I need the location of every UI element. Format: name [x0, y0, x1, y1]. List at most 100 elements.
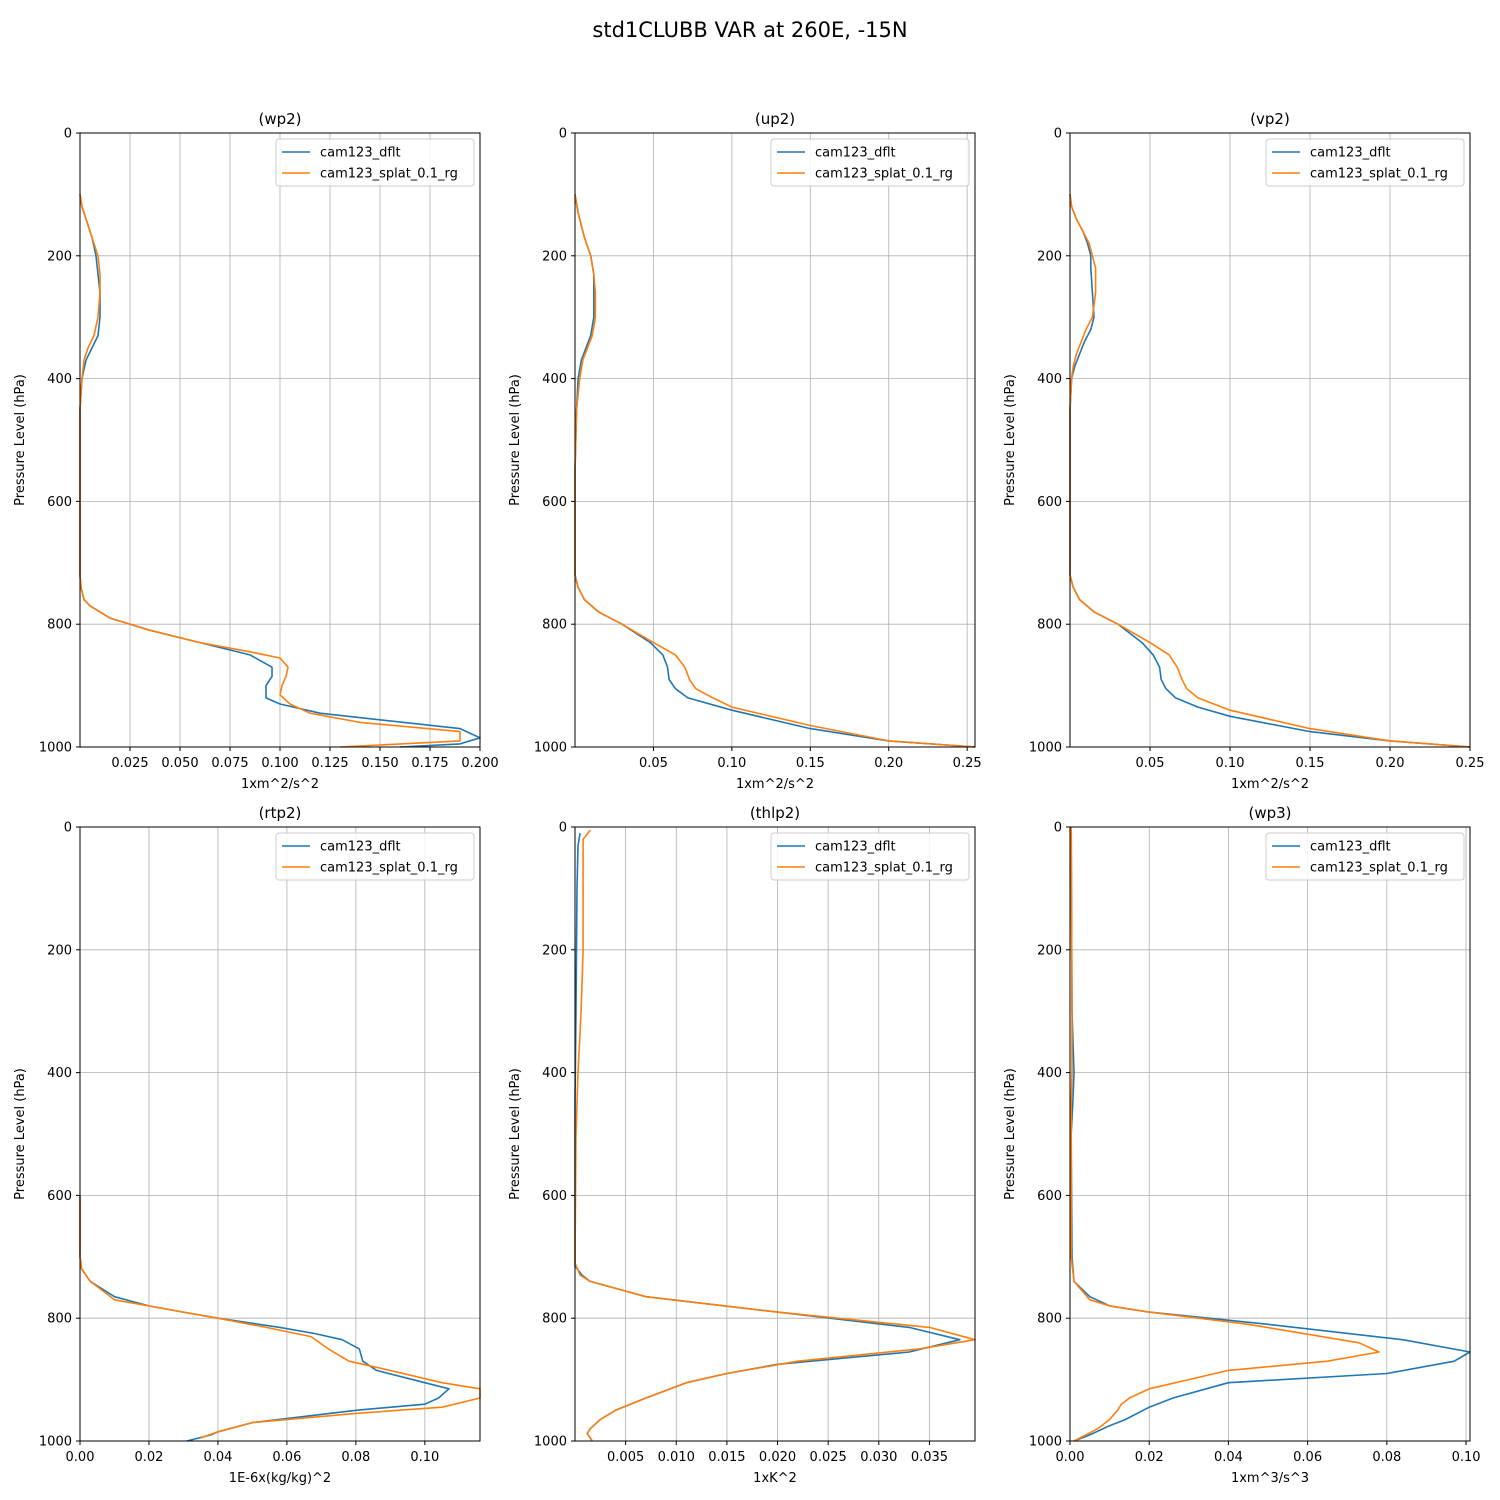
- y-tick-label: 800: [1037, 618, 1062, 633]
- legend-label: cam123_dflt: [815, 840, 896, 855]
- x-tick-label: 0.06: [1293, 1450, 1322, 1465]
- legend-label: cam123_splat_0.1_rg: [815, 167, 953, 182]
- panel-thlp2: 0.005 0.010 0.015 0.020 0.025 0.030 0.035 0 200 4…: [508, 804, 976, 1486]
- y-tick-label: 1000: [534, 1435, 567, 1450]
- x-axis-label: 1xm^2/s^2: [736, 777, 814, 792]
- y-tick-label: 0: [64, 127, 72, 142]
- x-tick-label: 0.20: [874, 756, 903, 771]
- axes-frame: [1069, 826, 1471, 1442]
- legend-label: cam123_splat_0.1_rg: [815, 861, 953, 876]
- x-tick-label: 0.05: [639, 756, 668, 771]
- y-tick-label: 1000: [39, 1435, 72, 1450]
- axes-frame: [1069, 132, 1471, 748]
- y-tick-label: 200: [1037, 249, 1062, 264]
- series-line-cam123_splat_0.1_rg: [79, 1195, 481, 1439]
- series-line-cam123_splat_0.1_rg: [79, 194, 461, 748]
- y-tick-label: 400: [47, 1066, 72, 1081]
- panel-title: (rtp2): [259, 804, 302, 822]
- y-tick-label: 400: [47, 372, 72, 387]
- y-axis-label: Pressure Level (hPa): [13, 1068, 28, 1200]
- y-tick-label: 600: [47, 495, 72, 510]
- legend-box: [1265, 138, 1465, 187]
- legend-box: [770, 832, 970, 881]
- panel-title: (vp2): [1250, 110, 1290, 128]
- y-tick-label: 1000: [1029, 1435, 1062, 1450]
- y-tick-label: 0: [559, 821, 567, 836]
- x-tick-label: 0.04: [203, 1450, 232, 1465]
- y-tick-label: 400: [1037, 372, 1062, 387]
- legend-box: [275, 138, 475, 187]
- y-axis-label: Pressure Level (hPa): [1003, 374, 1018, 506]
- figure-title: std1CLUBB VAR at 260E, -15N: [592, 18, 907, 42]
- x-tick-label: 0.050: [161, 756, 198, 771]
- panel-wp3: 0.00 0.02 0.04 0.06 0.08 0.10 0 200 400 600 800 100…: [1003, 804, 1481, 1486]
- x-tick-label: 0.00: [1056, 1450, 1085, 1465]
- legend-label: cam123_dflt: [815, 146, 896, 161]
- series-line-cam123_splat_0.1_rg: [1070, 826, 1380, 1442]
- x-axis-label: 1E-6x(kg/kg)^2: [229, 1471, 331, 1486]
- panel-title: (wp2): [258, 110, 301, 128]
- x-tick-label: 0.125: [311, 756, 348, 771]
- y-tick-label: 400: [1037, 1066, 1062, 1081]
- x-tick-label: 0.00: [66, 1450, 95, 1465]
- x-axis-label: 1xm^3/s^3: [1231, 1471, 1309, 1486]
- axes-frame: [79, 826, 481, 1442]
- y-tick-label: 800: [47, 1312, 72, 1327]
- y-tick-label: 0: [64, 821, 72, 836]
- axes-frame: [574, 132, 976, 748]
- legend: cam123_dflt cam123_splat_0.1_rg: [1265, 832, 1465, 881]
- x-axis-label: 1xK^2: [753, 1471, 797, 1486]
- y-axis-label: Pressure Level (hPa): [13, 374, 28, 506]
- panel-up2: 0.05 0.10 0.15 0.20 0.25 0 200 400 600 800 1000 (up…: [508, 110, 982, 792]
- legend: cam123_dflt cam123_splat_0.1_rg: [770, 138, 970, 187]
- series-line-cam123_dflt: [79, 1195, 450, 1442]
- x-axis-label: 1xm^2/s^2: [241, 777, 319, 792]
- legend-label: cam123_dflt: [320, 146, 401, 161]
- y-tick-label: 800: [542, 1312, 567, 1327]
- x-tick-label: 0.04: [1214, 1450, 1243, 1465]
- x-axis-label: 1xm^2/s^2: [1231, 777, 1309, 792]
- legend: cam123_dflt cam123_splat_0.1_rg: [275, 832, 475, 881]
- y-tick-label: 400: [542, 372, 567, 387]
- y-tick-label: 0: [1054, 821, 1062, 836]
- legend: cam123_dflt cam123_splat_0.1_rg: [770, 832, 970, 881]
- y-tick-label: 400: [542, 1066, 567, 1081]
- legend-label: cam123_splat_0.1_rg: [320, 861, 458, 876]
- x-tick-label: 0.25: [1456, 756, 1485, 771]
- legend-box: [1265, 832, 1465, 881]
- y-tick-label: 1000: [1029, 741, 1062, 756]
- panel-wp2: 0.025 0.050 0.075 0.100 0.125 0.150 0.175 0.200…: [13, 110, 499, 792]
- y-axis-label: Pressure Level (hPa): [508, 374, 523, 506]
- x-tick-label: 0.10: [717, 756, 746, 771]
- x-tick-label: 0.05: [1136, 756, 1165, 771]
- x-tick-label: 0.02: [1135, 1450, 1164, 1465]
- panel-title: (wp3): [1248, 804, 1291, 822]
- x-tick-label: 0.075: [211, 756, 248, 771]
- y-tick-label: 200: [542, 249, 567, 264]
- y-tick-label: 200: [47, 943, 72, 958]
- y-tick-label: 1000: [39, 741, 72, 756]
- x-tick-label: 0.005: [607, 1450, 644, 1465]
- legend-box: [770, 138, 970, 187]
- y-axis-label: Pressure Level (hPa): [1003, 1068, 1018, 1200]
- y-tick-label: 0: [559, 127, 567, 142]
- x-tick-label: 0.010: [658, 1450, 695, 1465]
- panels: 0.025 0.050 0.075 0.100 0.125 0.150 0.175 0.200…: [13, 110, 1484, 1486]
- legend-label: cam123_dflt: [1310, 146, 1391, 161]
- x-tick-label: 0.10: [1216, 756, 1245, 771]
- y-tick-label: 0: [1054, 127, 1062, 142]
- x-tick-label: 0.08: [1372, 1450, 1401, 1465]
- x-tick-label: 0.015: [708, 1450, 745, 1465]
- x-tick-label: 0.100: [261, 756, 298, 771]
- x-tick-label: 0.25: [953, 756, 982, 771]
- y-tick-label: 200: [47, 249, 72, 264]
- legend: cam123_dflt cam123_splat_0.1_rg: [1265, 138, 1465, 187]
- panel-vp2: 0.05 0.10 0.15 0.20 0.25 0 200 400 600 800 1000 (vp…: [1003, 110, 1484, 792]
- x-tick-label: 0.020: [759, 1450, 796, 1465]
- x-tick-label: 0.10: [410, 1450, 439, 1465]
- y-tick-label: 600: [47, 1189, 72, 1204]
- y-axis-label: Pressure Level (hPa): [508, 1068, 523, 1200]
- x-tick-label: 0.030: [860, 1450, 897, 1465]
- y-tick-label: 800: [542, 618, 567, 633]
